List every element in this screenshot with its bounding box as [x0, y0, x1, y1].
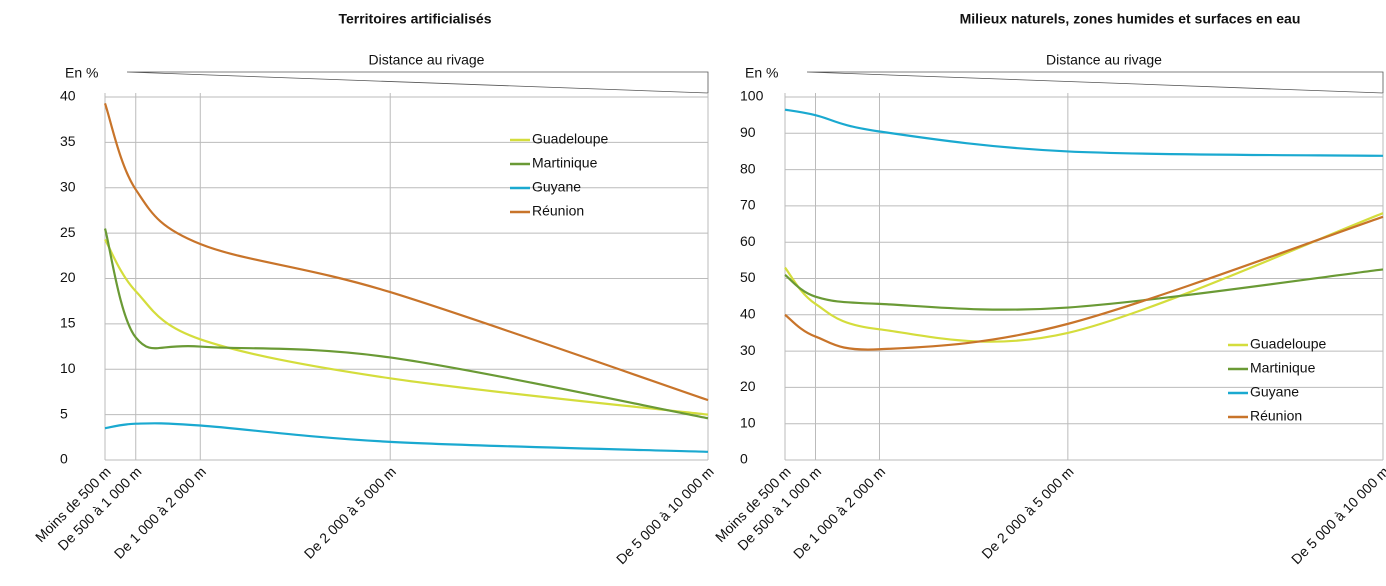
series-line: [103, 102, 709, 402]
y-tick-label: 100: [740, 88, 764, 104]
panel: Territoires artificialisés En % Distance a…: [32, 11, 717, 568]
panel: Milieux naturels, zones humides et surfa…: [712, 11, 1386, 568]
y-tick-label: 20: [60, 269, 76, 285]
y-tick-label: 40: [740, 306, 756, 322]
y-axis-label: En %: [745, 65, 778, 81]
y-tick-label: 20: [740, 378, 756, 394]
y-tick-label: 35: [60, 133, 76, 149]
legend-label: Réunion: [1250, 408, 1302, 424]
series-line: [784, 268, 1384, 311]
y-tick-label: 90: [740, 124, 756, 140]
series-line: [784, 108, 1384, 157]
x-tick-label: De 5 000 à 10 000 m: [613, 463, 717, 567]
y-tick-label: 70: [740, 197, 756, 213]
y-tick-label: 15: [60, 315, 76, 331]
series-line: [104, 422, 709, 453]
y-tick-label: 40: [60, 88, 76, 104]
legend-label: Martinique: [532, 155, 598, 171]
x-tick-label: De 5 000 à 10 000 m: [1288, 463, 1386, 567]
y-tick-label: 0: [740, 451, 748, 467]
y-tick-label: 30: [60, 178, 76, 194]
x-tick-label: De 2 000 à 5 000 m: [978, 463, 1076, 561]
y-tick-label: 50: [740, 269, 756, 285]
distance-wedge: [806, 71, 1384, 94]
series-line: [784, 215, 1384, 351]
y-tick-label: 60: [740, 233, 756, 249]
x-axis-label: Distance au rivage: [1046, 52, 1162, 68]
y-tick-label: 5: [60, 405, 68, 421]
legend-label: Martinique: [1250, 360, 1316, 376]
x-tick-label: De 2 000 à 5 000 m: [301, 463, 399, 561]
series-line: [784, 212, 1384, 343]
y-tick-label: 30: [740, 342, 756, 358]
distance-wedge: [126, 71, 709, 94]
chart-title: Territoires artificialisés: [338, 11, 491, 27]
y-tick-label: 10: [740, 414, 756, 430]
chart-title: Milieux naturels, zones humides et surfa…: [960, 11, 1301, 27]
y-tick-label: 0: [60, 451, 68, 467]
legend-label: Réunion: [532, 203, 584, 219]
legend-label: Guadeloupe: [532, 131, 609, 147]
legend-label: Guyane: [1250, 384, 1299, 400]
y-tick-label: 25: [60, 224, 76, 240]
series-line: [103, 228, 709, 420]
x-axis-label: Distance au rivage: [369, 52, 485, 68]
series-line: [104, 238, 709, 416]
y-tick-label: 80: [740, 160, 756, 176]
y-tick-label: 10: [60, 360, 76, 376]
y-axis-label: En %: [65, 65, 98, 81]
legend-label: Guadeloupe: [1250, 336, 1327, 352]
legend-label: Guyane: [532, 179, 581, 195]
